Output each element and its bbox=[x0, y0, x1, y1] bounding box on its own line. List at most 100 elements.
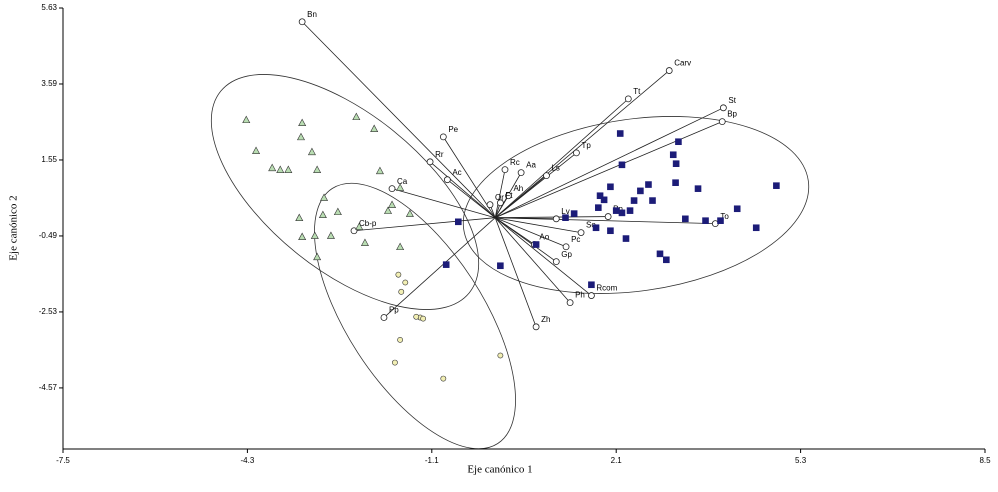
y-tick-label: 1.55 bbox=[41, 155, 57, 164]
square-point bbox=[630, 197, 638, 204]
vector-label: To bbox=[720, 212, 729, 221]
vector-end bbox=[350, 227, 358, 235]
triangle-point bbox=[313, 165, 322, 173]
vector-end bbox=[665, 67, 673, 74]
vector-end bbox=[552, 258, 560, 266]
triangle-point bbox=[326, 231, 335, 239]
square-point bbox=[656, 250, 664, 258]
square-point bbox=[497, 262, 504, 270]
x-tick-label: -4.3 bbox=[241, 456, 255, 465]
vector-end bbox=[624, 95, 632, 103]
x-tick-label: 2.1 bbox=[611, 456, 623, 465]
x-tick-label: 5.3 bbox=[795, 456, 807, 465]
square-point bbox=[672, 179, 679, 186]
square-point bbox=[618, 161, 626, 169]
vector-end bbox=[552, 215, 560, 223]
vector-label: Rcom bbox=[596, 284, 617, 293]
vector bbox=[494, 217, 592, 296]
square-point bbox=[672, 160, 680, 167]
triangle-point bbox=[284, 165, 293, 173]
vector bbox=[383, 217, 496, 318]
square-point bbox=[588, 281, 595, 289]
square-point bbox=[455, 218, 462, 226]
vector-end bbox=[486, 201, 494, 209]
vector-label: Aa bbox=[526, 161, 536, 170]
group-ellipse bbox=[210, 74, 480, 310]
y-tick-label: 3.59 bbox=[41, 79, 57, 88]
circle-point bbox=[395, 271, 402, 278]
vector-label: Ft bbox=[505, 191, 513, 200]
vector bbox=[494, 98, 629, 218]
vector-label: Tt bbox=[633, 87, 641, 96]
triangle-point bbox=[396, 242, 405, 251]
group-ellipse bbox=[314, 182, 516, 450]
triangle-point bbox=[268, 163, 277, 172]
square-point bbox=[669, 151, 677, 159]
square-point bbox=[622, 235, 630, 242]
vector-label: Carv bbox=[674, 59, 691, 68]
vector-end bbox=[604, 213, 612, 220]
triangle-point bbox=[298, 232, 307, 240]
square-point bbox=[562, 214, 569, 221]
vector-end bbox=[439, 133, 447, 141]
vector bbox=[447, 179, 496, 219]
vector-end bbox=[380, 314, 388, 321]
triangle-point bbox=[298, 118, 307, 127]
vector bbox=[494, 217, 557, 262]
circle-point bbox=[398, 288, 405, 295]
square-point bbox=[607, 227, 614, 235]
vector-end bbox=[496, 199, 504, 207]
vector-label: Ca bbox=[397, 177, 408, 186]
triangle-point bbox=[333, 207, 342, 216]
square-point bbox=[733, 205, 741, 213]
x-tick-label: 8.5 bbox=[979, 456, 991, 465]
vector-end bbox=[505, 192, 512, 200]
vector-end bbox=[388, 185, 396, 193]
vector-label: Ph bbox=[575, 291, 585, 300]
x-tick-label: -7.5 bbox=[56, 456, 70, 465]
triangle-point bbox=[252, 146, 261, 154]
square-point bbox=[675, 138, 682, 146]
vector-label: Ls bbox=[551, 164, 559, 173]
triangle-point bbox=[295, 213, 304, 221]
triangle-point bbox=[352, 112, 361, 121]
vector-end bbox=[543, 172, 550, 180]
vector-end bbox=[501, 166, 509, 174]
triangle-point bbox=[370, 124, 379, 132]
x-axis-label: Eje canónico 1 bbox=[467, 464, 532, 476]
vector-label: Gp bbox=[561, 250, 572, 259]
vector-label: Ah bbox=[513, 184, 523, 193]
circle-point bbox=[440, 375, 447, 382]
square-point bbox=[682, 215, 689, 223]
vector-label: Rr bbox=[435, 150, 444, 159]
vector bbox=[495, 217, 567, 248]
triangle-point bbox=[313, 252, 322, 261]
vector-end bbox=[562, 243, 570, 251]
triangle-point bbox=[384, 206, 393, 214]
vector bbox=[495, 216, 609, 219]
vector-label: Rc bbox=[510, 158, 520, 167]
x-tick-label: -1.1 bbox=[425, 456, 439, 465]
vector-label: St bbox=[728, 96, 736, 105]
triangle-point bbox=[355, 222, 364, 230]
triangle-point bbox=[318, 210, 327, 219]
vector bbox=[494, 217, 537, 327]
vector bbox=[494, 217, 571, 303]
y-axis-label: Eje canónico 2 bbox=[8, 195, 20, 260]
vector-label: Bp bbox=[727, 110, 737, 119]
square-point bbox=[596, 192, 604, 200]
y-tick-label: 5.63 bbox=[41, 3, 57, 12]
vector-label: Pc bbox=[571, 235, 580, 244]
vector-end bbox=[443, 176, 451, 184]
square-point bbox=[570, 210, 578, 217]
vector bbox=[429, 161, 496, 219]
square-point bbox=[616, 130, 624, 137]
vector bbox=[494, 169, 506, 218]
vector-label: Lv bbox=[561, 207, 569, 216]
square-point bbox=[442, 261, 450, 268]
vector-end bbox=[298, 18, 306, 26]
square-point bbox=[637, 187, 644, 195]
vector-label: Zh bbox=[541, 315, 550, 324]
vector bbox=[494, 70, 670, 219]
